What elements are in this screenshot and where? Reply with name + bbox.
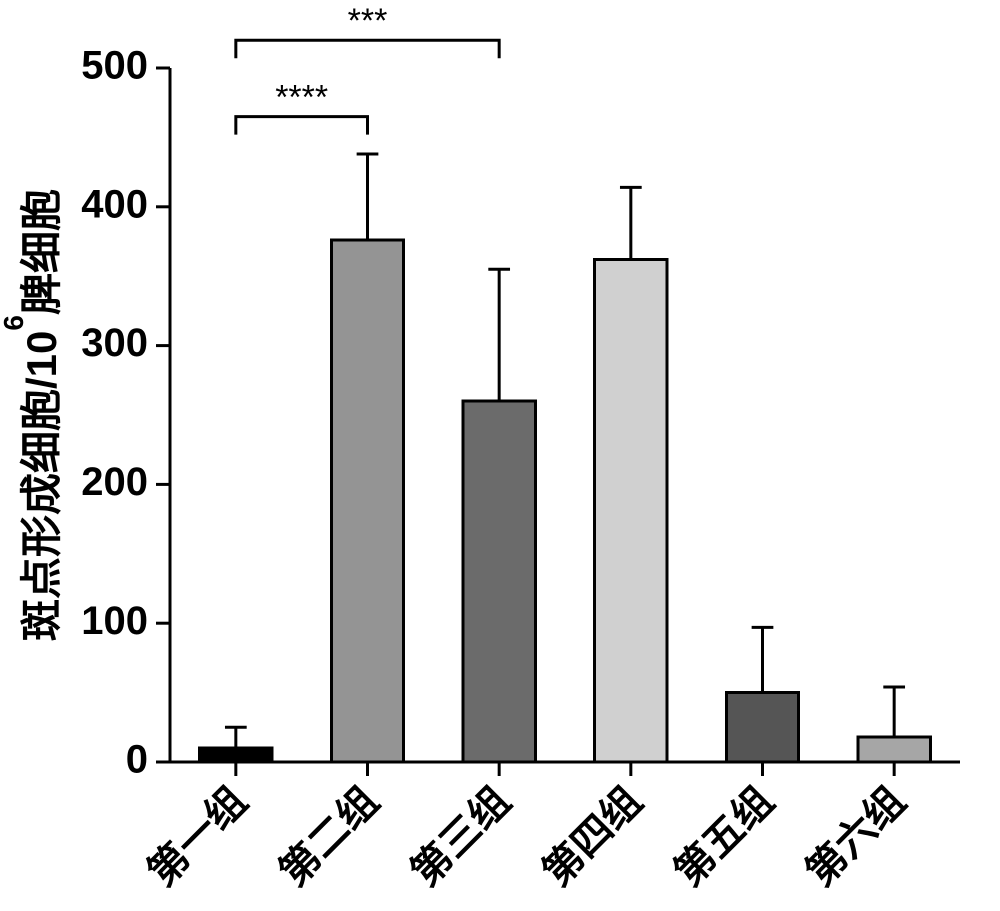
x-tick-label: 第二组: [271, 779, 387, 895]
significance-bracket: [236, 117, 368, 135]
x-tick-label: 第六组: [798, 779, 914, 895]
chart-container: { "chart": { "type": "bar", "background_…: [0, 0, 1000, 911]
y-tick-label: 0: [126, 738, 148, 782]
y-tick-label: 300: [81, 321, 148, 365]
bar: [595, 260, 667, 762]
bar: [331, 240, 403, 762]
bar: [858, 737, 930, 762]
bar: [200, 748, 272, 762]
y-tick-label: 200: [81, 460, 148, 504]
y-axis-title: 斑点形成细胞/106脾细胞: [0, 189, 65, 641]
y-tick-label: 500: [81, 44, 148, 88]
bar: [726, 693, 798, 762]
significance-label: ****: [275, 79, 328, 117]
bar-chart: 0 100 200 300 400 500 斑点形成细胞/106脾细胞第一组第二组第三组第四…: [0, 0, 1000, 911]
y-tick-label: 100: [81, 599, 148, 643]
x-tick-label: 第四组: [535, 779, 651, 895]
significance-label: ***: [348, 2, 388, 40]
significance-bracket: [236, 40, 499, 58]
bar: [463, 401, 535, 762]
y-tick-label: 400: [81, 182, 148, 226]
x-tick-label: 第一组: [140, 779, 256, 895]
x-tick-label: 第三组: [403, 779, 519, 895]
x-tick-label: 第五组: [666, 779, 782, 895]
